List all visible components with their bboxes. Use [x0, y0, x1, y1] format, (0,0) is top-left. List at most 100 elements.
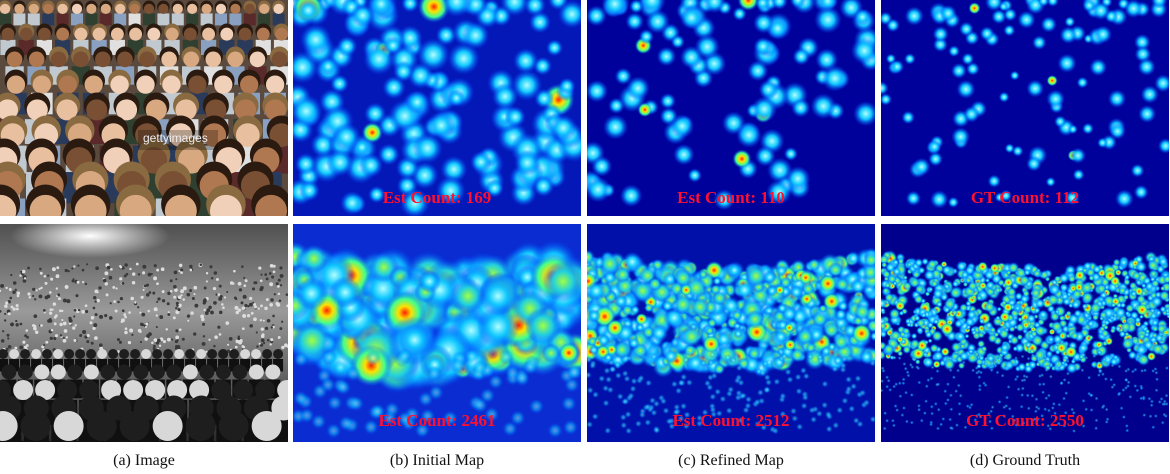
density-blob — [734, 280, 755, 300]
density-blob — [1121, 388, 1126, 393]
density-blob — [1100, 372, 1105, 377]
density-blob — [461, 21, 490, 50]
density-blob — [974, 366, 979, 371]
density-blob — [888, 307, 901, 320]
density-blob — [897, 350, 904, 357]
density-blob — [789, 0, 807, 9]
spectator — [19, 274, 22, 277]
density-blob — [959, 303, 969, 313]
density-blob — [719, 395, 727, 403]
density-blob — [1103, 376, 1108, 381]
head — [262, 349, 273, 359]
head — [166, 364, 182, 380]
density-blob — [989, 368, 994, 373]
density-blob — [924, 399, 929, 404]
spectator — [254, 305, 258, 309]
spectator — [7, 345, 12, 349]
face — [26, 99, 48, 121]
spectator — [233, 269, 236, 273]
density-blob — [818, 274, 837, 293]
density-blob — [1082, 267, 1088, 274]
density-blob — [990, 361, 995, 366]
density-blob — [630, 377, 638, 385]
density-blob — [883, 411, 888, 416]
density-blob — [587, 371, 592, 379]
density-blob — [983, 269, 995, 281]
spectator — [35, 289, 38, 292]
density-blob — [901, 377, 906, 382]
density-blob — [997, 399, 1002, 404]
face — [145, 99, 167, 121]
body — [119, 441, 150, 442]
density-blob — [791, 98, 811, 118]
spectator — [48, 291, 52, 294]
spectator — [108, 316, 113, 320]
density-blob — [1030, 287, 1042, 299]
spectator — [253, 303, 257, 306]
density-blob — [1095, 340, 1103, 349]
spectator — [210, 310, 214, 315]
spectator — [49, 308, 53, 312]
density-blob — [1091, 1, 1111, 21]
density-blob — [398, 323, 432, 357]
density-blob — [1002, 413, 1007, 418]
head — [116, 364, 132, 380]
density-blob — [821, 64, 849, 92]
face — [175, 99, 197, 121]
density-blob — [755, 368, 763, 376]
head — [97, 349, 108, 359]
density-blob — [1157, 399, 1162, 404]
face — [215, 3, 227, 15]
density-blob — [1046, 350, 1053, 357]
spectator — [217, 293, 221, 296]
head — [255, 380, 276, 400]
spectator — [270, 326, 273, 329]
head — [248, 364, 264, 380]
density-blob — [620, 421, 628, 429]
head — [119, 349, 130, 359]
density-blob — [765, 358, 773, 366]
density-blob — [845, 375, 853, 383]
spectator — [128, 311, 131, 314]
density-blob — [898, 394, 903, 399]
density-blob — [1094, 418, 1099, 423]
density-blob — [634, 420, 642, 428]
density-blob — [939, 4, 957, 23]
density-blob — [627, 392, 635, 400]
density-blob — [635, 313, 648, 326]
density-blob — [1123, 0, 1144, 19]
density-blob — [1014, 305, 1021, 312]
density-blob — [927, 139, 942, 154]
density-blob — [1136, 303, 1149, 316]
density-blob — [892, 280, 898, 286]
spectator — [15, 307, 19, 311]
spectator — [259, 279, 263, 283]
density-blob — [824, 410, 832, 418]
body — [53, 441, 84, 442]
density-blob — [1021, 421, 1026, 426]
body — [64, 359, 75, 372]
density-blob — [1066, 380, 1071, 385]
density-blob — [319, 376, 336, 393]
spectator — [61, 318, 64, 322]
spectator — [39, 267, 42, 271]
density-blob — [715, 409, 723, 417]
spectator — [262, 341, 266, 345]
density-blob — [956, 383, 961, 388]
density-blob — [383, 35, 403, 55]
spectator — [120, 320, 123, 324]
density-blob — [909, 392, 914, 397]
density-blob — [909, 338, 921, 350]
density-blob — [1047, 335, 1055, 343]
density-blob — [792, 47, 811, 66]
spectator — [264, 273, 268, 276]
density-blob — [310, 413, 327, 430]
face — [0, 194, 17, 216]
spectator — [210, 276, 214, 280]
density-blob — [662, 407, 670, 415]
density-blob — [924, 330, 933, 339]
spectator — [144, 326, 147, 329]
spectator — [23, 345, 28, 349]
spectator — [255, 331, 258, 334]
spectator — [250, 311, 254, 315]
